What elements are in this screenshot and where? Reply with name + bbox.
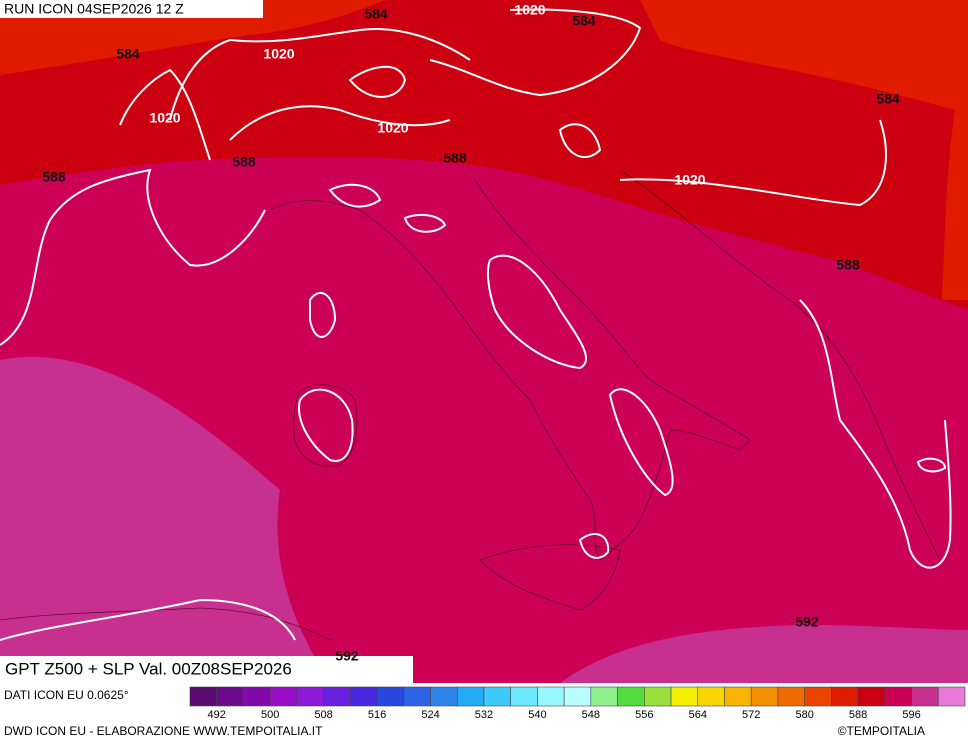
isobar [119,68,211,161]
isobar [0,598,296,641]
colorbar-swatch [510,686,538,707]
isobar [578,533,610,559]
colorbar-swatch [697,686,725,707]
contour-label: 588 [836,257,860,273]
contour-label: 588 [443,150,467,166]
title-box [0,656,413,683]
colorbar-label: 596 [902,709,920,721]
contour-label: 584 [876,91,900,107]
colorbar-swatch [243,686,271,707]
colorbar-swatch [831,686,859,707]
colorbar-swatch [216,686,244,707]
colorbar-label: 572 [742,709,760,721]
isobar [619,119,887,207]
contour-label: 1020 [674,172,705,188]
colorbar-label: 548 [582,709,600,721]
colorbar-swatch [350,686,378,707]
colorbar-swatch [189,686,218,707]
colorbar-swatch [323,686,351,707]
colorbar-swatch [483,686,511,707]
colorbar-swatch [804,686,832,707]
coastline [619,169,941,561]
zone-584-588 [0,0,968,310]
isobar [348,65,407,98]
contour-label: 1020 [263,46,294,62]
isobar [429,8,642,97]
colorbar-swatch [296,686,324,707]
zone-592-596 [560,625,968,683]
contour-label: 588 [42,169,66,185]
colorbar-label: 508 [314,709,332,721]
isobar [916,457,947,473]
colorbar-swatch [670,686,699,707]
isobar [298,388,354,462]
colorbar-label: 540 [528,709,546,721]
contour-label: 588 [232,154,256,170]
contour-label: 1020 [377,120,408,136]
coastline [479,544,621,611]
colorbar-label: 500 [261,709,279,721]
run-box [0,0,263,18]
contour-label: 584 [572,13,596,29]
colorbar-swatch [884,686,912,707]
colorbar-swatch [937,686,966,707]
contour-label: 592 [795,614,819,630]
colorbar-swatch [911,686,939,707]
colorbar-label: 532 [475,709,493,721]
colorbar-swatch [563,686,592,707]
colorbar-swatch [857,686,886,707]
isobar [486,254,587,370]
isobar [169,28,471,121]
colorbar-swatch [376,686,405,707]
credit: DWD ICON EU - ELABORAZIONE WWW.TEMPOITAL… [4,724,323,738]
colorbar-swatch [777,686,805,707]
colorbar-swatch [269,686,298,707]
colorbar-swatch [644,686,672,707]
colorbar-swatch [750,686,779,707]
coastline [0,607,331,641]
colorbar-label: 492 [208,709,226,721]
contour-label: 584 [364,6,388,22]
source: DATI ICON EU 0.0625° [4,688,129,702]
colorbar-label: 564 [689,709,707,721]
colorbar-swatch [724,686,752,707]
isobar [608,388,674,497]
isobar [309,292,337,338]
zone-580-584 [0,0,385,75]
copyright: ©TEMPOITALIA [838,724,925,738]
run-label: RUN ICON 04SEP2026 12 Z [4,1,184,17]
colorbar-swatch [430,686,458,707]
isobar [558,123,602,159]
isobar [229,105,451,141]
contour-label: 592 [335,648,359,664]
contour-label: 1020 [149,110,180,126]
colorbar-label: 556 [635,709,653,721]
colorbar-swatch [403,686,431,707]
colorbar-label: 580 [795,709,813,721]
isobar [0,168,266,346]
colorbar-swatch [456,686,485,707]
map-title: GPT Z500 + SLP Val. 00Z08SEP2026 [5,659,292,678]
isobar [403,213,447,233]
colorbar-swatch [537,686,565,707]
colorbar-swatch [590,686,618,707]
coastline [293,384,358,467]
colorbar-label: 588 [849,709,867,721]
colorbar-label: 516 [368,709,386,721]
isobar [799,299,952,569]
colorbar-label: 524 [421,709,439,721]
coastline [269,179,751,561]
contour-label: 584 [116,46,140,62]
isobar [328,183,382,208]
colorbar-swatch [617,686,645,707]
zone-580-584 [640,0,968,300]
zone-592-596 [0,356,330,683]
contour-label: 1020 [514,2,545,18]
